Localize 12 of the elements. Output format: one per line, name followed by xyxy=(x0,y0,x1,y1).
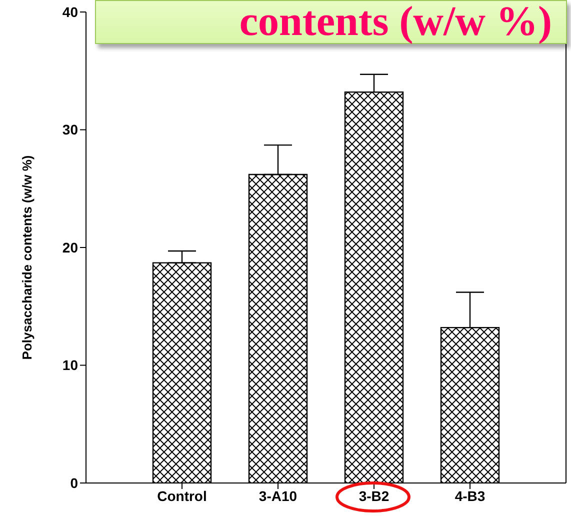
x-tick-label: 3-A10 xyxy=(258,488,298,504)
x-tick-label: 4-B3 xyxy=(454,488,486,504)
y-tick-label: 20 xyxy=(62,239,78,256)
y-tick-label: 0 xyxy=(70,474,78,491)
x-tick-label: 3-B2 xyxy=(358,488,390,504)
chart-title: contents (w/w %) xyxy=(239,0,552,45)
y-tick-label: 30 xyxy=(62,122,78,138)
y-axis-title: Polysaccharide contents (w/w %) xyxy=(20,155,35,360)
y-tick-label: 40 xyxy=(62,4,78,20)
x-tick-label: Control xyxy=(157,488,207,504)
y-tick-label: 10 xyxy=(62,357,78,374)
title-box: contents (w/w %) xyxy=(95,0,567,44)
